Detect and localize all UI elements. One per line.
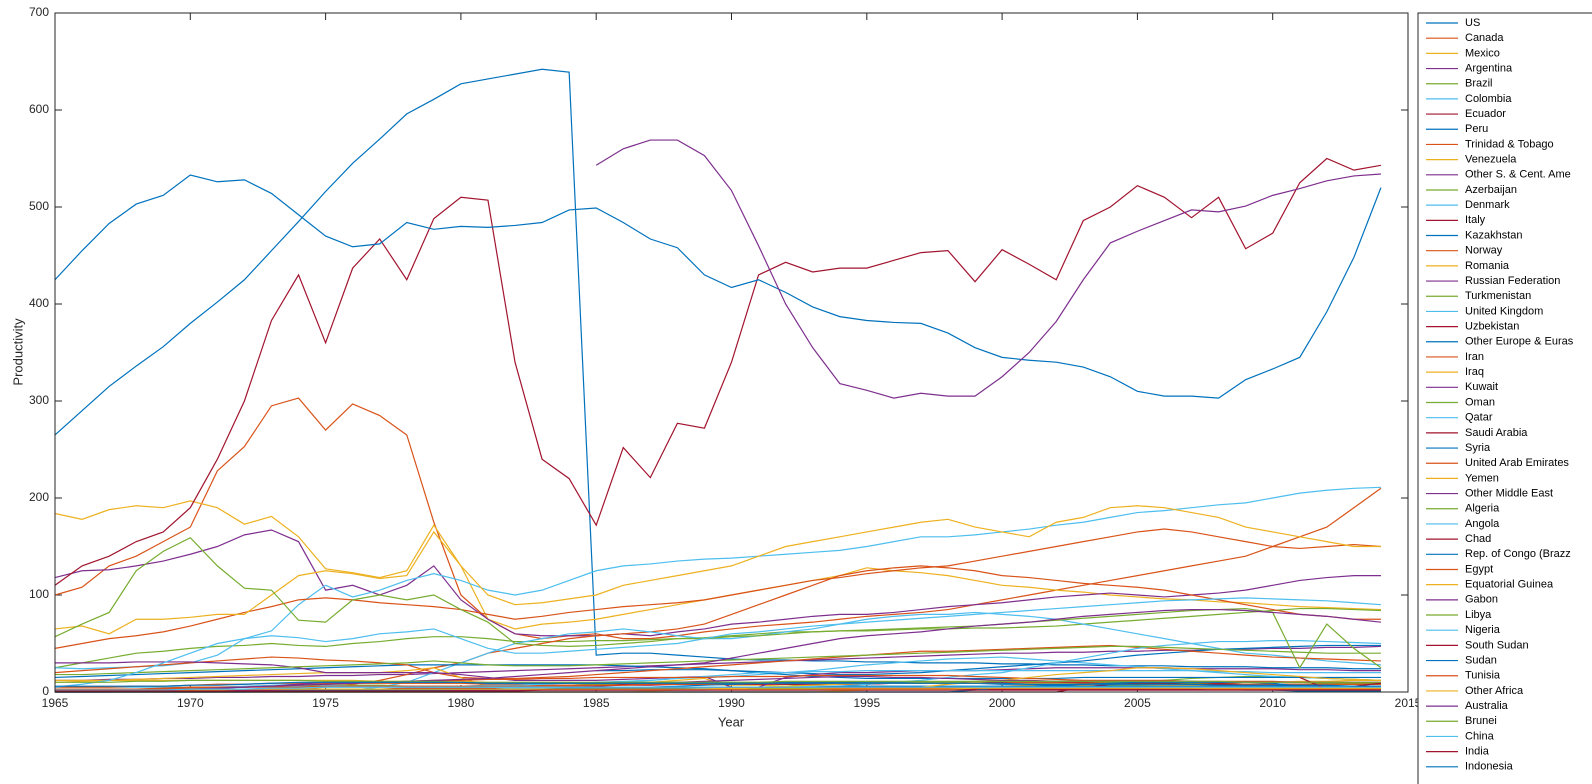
legend-label: South Sudan [1465,639,1529,651]
legend: US Canada Mexico Argentina Brazil Colombia Ecu… [1417,12,1592,784]
legend-label: Colombia [1465,93,1512,105]
legend-label: India [1465,746,1490,758]
legend-label: Rep. of Congo (Brazz [1465,548,1571,560]
legend-label: Algeria [1465,503,1500,515]
legend-label: Brazil [1465,78,1493,90]
legend-label: Qatar [1465,412,1493,424]
x-tick-label: 1975 [312,696,339,710]
legend-label: United Arab Emirates [1465,457,1569,469]
legend-label: Canada [1465,32,1504,44]
series-line [54,537,1382,669]
series-line [55,670,1381,691]
legend-label: Italy [1465,214,1486,226]
legend-label: Uzbekistan [1465,321,1519,333]
y-tick-label: 500 [29,199,49,213]
series-line [55,679,1381,683]
legend-label: Peru [1465,123,1488,135]
legend-label: Gabon [1465,594,1498,606]
legend-label: Yemen [1465,472,1499,484]
series-line [54,528,1381,649]
plot-area: 0 100 200 300 400 500 600 700 1965 1970 1975 1980 19… [29,5,1422,710]
legend-label: Iraq [1465,366,1484,378]
x-axis-label: Year [718,714,745,729]
legend-label: Indonesia [1465,761,1514,773]
x-tick-label: 1965 [42,696,69,710]
legend-label: Equatorial Guinea [1465,579,1554,591]
legend-label: Denmark [1465,199,1510,211]
series-line [55,689,1381,692]
legend-label: Azerbaijan [1465,184,1517,196]
series-line [54,68,1381,670]
axes-box [54,12,1409,693]
x-tick-label: 1970 [177,696,204,710]
legend-label: Russian Federation [1465,275,1560,287]
legend-label: Iran [1465,351,1484,363]
y-tick-label: 400 [29,296,49,310]
x-tick-label: 2015 [1395,696,1422,710]
legend-label: Saudi Arabia [1465,427,1528,439]
legend-label: Mexico [1465,47,1500,59]
legend-label: Sudan [1465,654,1497,666]
series-line [54,644,1381,680]
x-tick-label: 1985 [583,696,610,710]
y-tick-label: 100 [29,587,49,601]
legend-label: Romania [1465,260,1510,272]
series-line [54,505,1381,635]
legend-label: Syria [1465,442,1491,454]
legend-label: Other Africa [1465,685,1524,697]
x-tick-label: 1995 [853,696,880,710]
y-tick-label: 600 [29,102,49,116]
series-line [54,664,1381,680]
legend-label: Trinidad & Tobago [1465,138,1554,150]
x-tick-label: 1980 [448,696,475,710]
legend-label: Tunisia [1465,670,1501,682]
y-tick-label: 700 [29,5,49,19]
series-line [55,686,1381,691]
series-line [54,397,1382,640]
legend-label: Angola [1465,518,1500,530]
legend-box [1417,12,1592,784]
series-line [54,174,1382,399]
series-line [54,157,1382,586]
legend-label: Venezuela [1465,154,1517,166]
series-line [54,597,1381,688]
series-line [54,529,1381,637]
legend-label: Australia [1465,700,1509,712]
x-tick-label: 2005 [1124,696,1151,710]
series-line [54,486,1381,670]
legend-label: US [1465,17,1480,29]
legend-label: Nigeria [1465,624,1501,636]
legend-label: Chad [1465,533,1491,545]
legend-label: Egypt [1465,563,1493,575]
series-line [595,139,1381,399]
legend-label: Kuwait [1465,381,1498,393]
legend-label: Libya [1465,609,1492,621]
legend-label: Argentina [1465,62,1513,74]
y-axis-label: Productivity [10,318,25,386]
x-tick-label: 2010 [1259,696,1286,710]
axes-background [55,13,1408,692]
x-tick-label: 2000 [989,696,1016,710]
legend-label: Norway [1465,245,1503,257]
series-line [55,681,1381,687]
series-line [55,608,1382,693]
series-line [55,645,1381,681]
legend-label: Brunei [1465,715,1497,727]
legend-label: Other S. & Cent. Ame [1465,169,1571,181]
legend-label: Oman [1465,396,1495,408]
legend-label: China [1465,730,1495,742]
legend-label: Turkmenistan [1465,290,1531,302]
y-tick-label: 300 [29,393,49,407]
y-tick-label: 0 [42,684,49,698]
y-tick-label: 200 [29,490,49,504]
legend-label: Other Europe & Euras [1465,336,1574,348]
x-tick-label: 1990 [718,696,745,710]
legend-label: Ecuador [1465,108,1506,120]
legend-label: Other Middle East [1465,487,1553,499]
legend-label: Kazakhstan [1465,229,1522,241]
series-line [55,687,1381,691]
legend-label: United Kingdom [1465,305,1543,317]
